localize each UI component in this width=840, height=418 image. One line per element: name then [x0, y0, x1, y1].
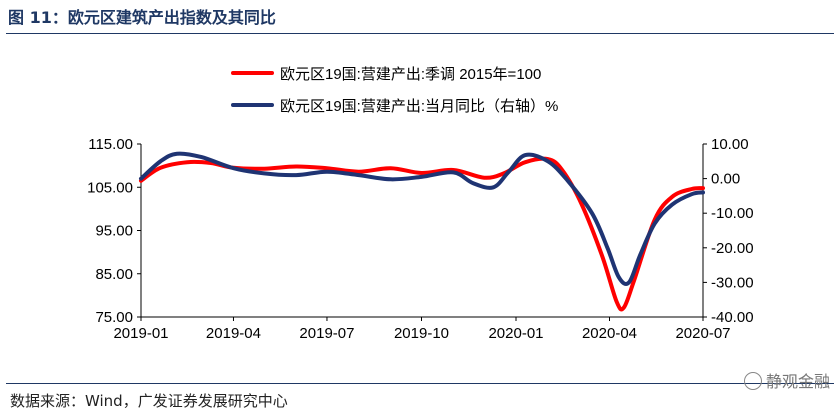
legend-label: 欧元区19国:营建产出:季调 2015年=100 [280, 66, 541, 83]
legend-label: 欧元区19国:营建产出:当月同比（右轴）% [280, 98, 558, 115]
series-line-construction-index [139, 156, 705, 312]
axes: 115.00 105.00 95.00 85.00 75.00 10.00 0.00 -10.… [87, 136, 753, 342]
left-tick-label: 85.00 [95, 266, 133, 283]
x-tick-label: 2020-07 [675, 325, 730, 342]
right-tick-label: -20.00 [711, 240, 754, 257]
right-tick-label: -40.00 [711, 309, 754, 326]
wechat-icon [743, 372, 762, 390]
right-tick-label: -30.00 [711, 274, 754, 291]
right-tick-label: -10.00 [711, 205, 754, 222]
x-tick-label: 2019-04 [206, 325, 261, 342]
left-tick-label: 115.00 [88, 136, 133, 153]
x-tick-label: 2020-01 [488, 325, 543, 342]
figure-title: 图 11：欧元区建筑产出指数及其同比 [8, 8, 276, 27]
x-tick-label: 2019-07 [299, 325, 354, 342]
left-tick-label: 75.00 [95, 309, 133, 326]
left-tick-label: 105.00 [87, 179, 133, 196]
title-rule [6, 33, 834, 34]
left-tick-label: 95.00 [95, 223, 133, 240]
source-note: 数据来源：Wind，广发证券发展研究中心 [10, 392, 288, 410]
right-tick-label: 10.00 [711, 136, 749, 153]
series-layer [139, 151, 705, 312]
watermark: 静观金融 [743, 368, 830, 392]
right-tick-label: 0.00 [711, 171, 740, 188]
x-tick-label: 2020-04 [582, 325, 637, 342]
watermark-text: 静观金融 [765, 372, 830, 391]
legend: 欧元区19国:营建产出:季调 2015年=100 欧元区19国:营建产出:当月同比… [231, 66, 558, 115]
x-tick-label: 2019-10 [394, 325, 449, 342]
x-tick-label: 2019-01 [113, 325, 168, 342]
series-line-yoy [139, 151, 705, 286]
footer-rule [6, 383, 834, 384]
